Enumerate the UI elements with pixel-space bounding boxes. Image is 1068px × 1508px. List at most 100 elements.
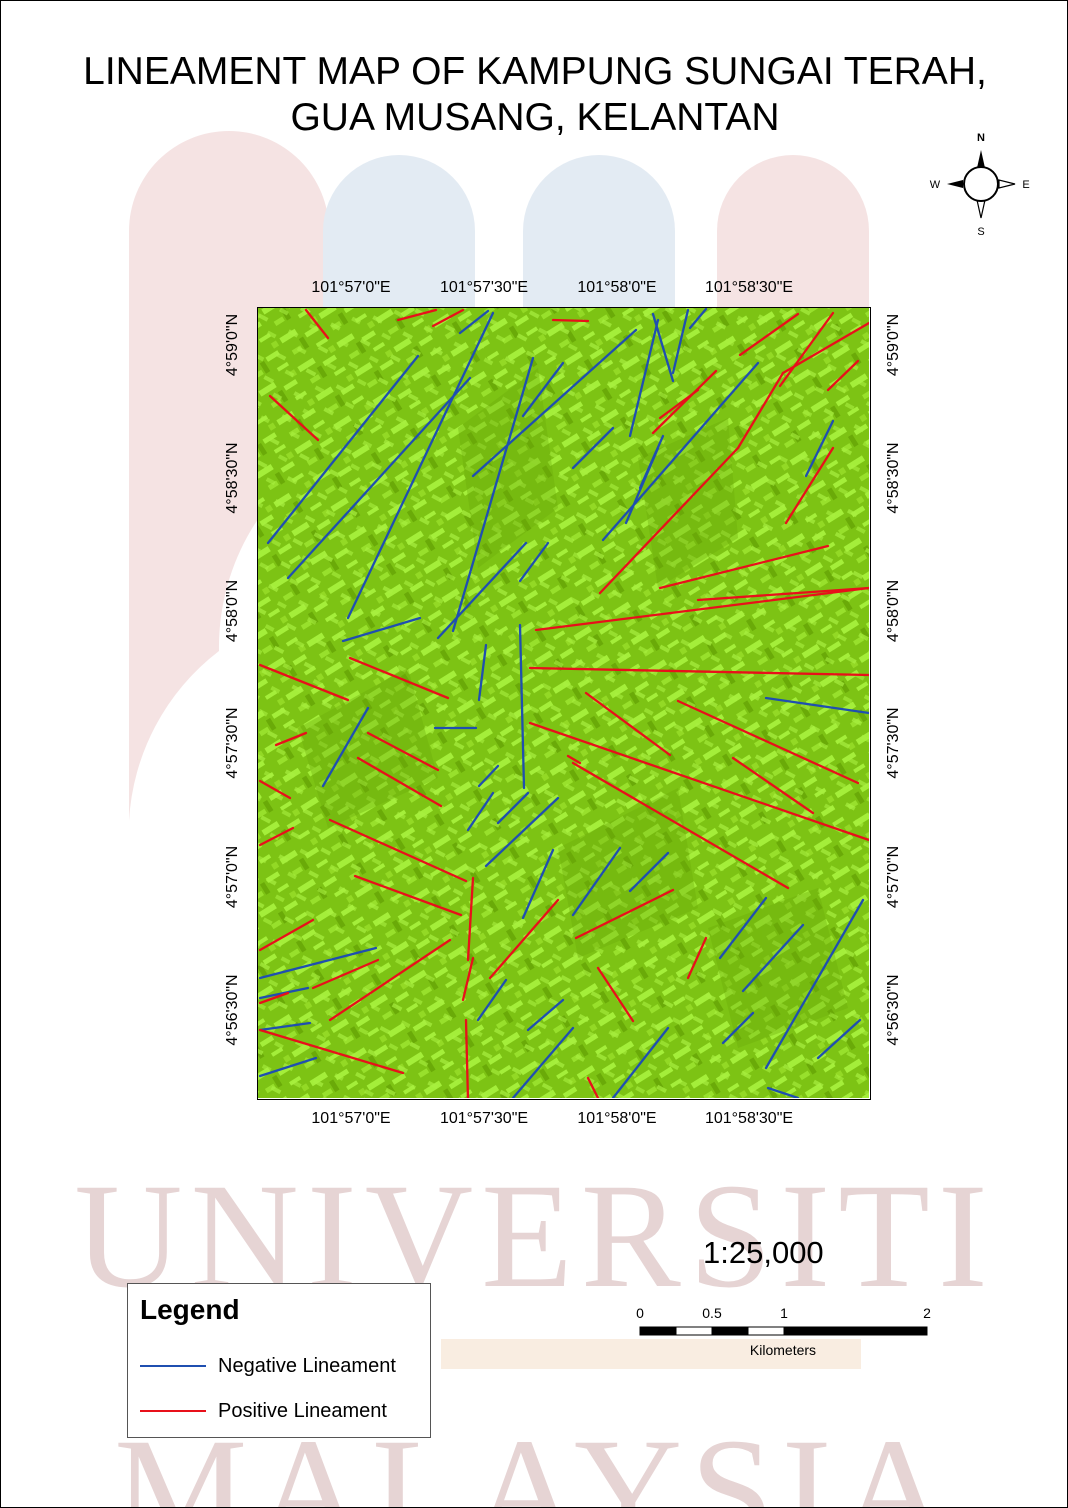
positive-lineament-43: [686, 936, 708, 980]
lon-label-bottom-4: 101°58'30"E: [704, 1110, 794, 1127]
negative-lineament-1: [266, 354, 420, 545]
negative-lineament-8: [571, 426, 615, 470]
map-frame[interactable]: [257, 307, 871, 1100]
negative-lineament-32: [741, 923, 805, 993]
lat-label-left-3: 4°58'0"N: [224, 579, 241, 643]
negative-lineament-29: [571, 846, 622, 917]
negative-lineament-18: [436, 541, 528, 640]
positive-lineament-31: [328, 818, 468, 883]
positive-lineament-22: [676, 699, 860, 785]
positive-lineament-5: [551, 318, 590, 323]
positive-lineament-24: [571, 761, 790, 890]
negative-lineament-10: [651, 312, 675, 383]
scale-label-2: 2: [923, 1305, 931, 1321]
lat-label-right-1: 4°59'0"N: [885, 313, 902, 377]
legend: Legend Negative Lineament Positive Linea…: [127, 1283, 431, 1438]
positive-lineament-32: [353, 874, 463, 917]
positive-lineament-41: [574, 888, 675, 940]
positive-lineament-20: [348, 656, 450, 700]
negative-lineament-21: [518, 623, 526, 790]
positive-lineament-45: [464, 1018, 470, 1098]
negative-lineament-30: [628, 851, 670, 893]
negative-lineament-17: [341, 616, 422, 643]
lat-label-right-6: 4°56'30"N: [885, 974, 902, 1046]
positive-lineament-28: [356, 756, 443, 808]
negative-lineament-9: [628, 318, 660, 438]
scale-ratio: 1:25,000: [703, 1235, 824, 1270]
positive-lineament-2: [268, 394, 320, 442]
negative-lineament-34: [816, 1018, 862, 1060]
positive-lineament-16: [696, 586, 869, 602]
compass-east-label: E: [1022, 179, 1029, 191]
negative-lineament-7: [471, 328, 638, 478]
lat-label-left-6: 4°56'30"N: [224, 974, 241, 1046]
positive-lineament-17: [534, 586, 869, 632]
scale-label-0: 0: [636, 1305, 644, 1321]
positive-lineament-11: [598, 446, 740, 595]
positive-lineament-4: [431, 308, 465, 328]
positive-lineament-33: [258, 826, 295, 847]
negative-lineaments: [258, 308, 869, 1098]
positive-lineament-1: [304, 308, 330, 340]
positive-lineament-8: [826, 359, 860, 392]
positive-lineament-6: [738, 312, 800, 357]
negative-lineament-15: [624, 446, 660, 525]
legend-label-positive: Positive Lineament: [218, 1399, 387, 1422]
positive-lineament-9: [651, 369, 718, 435]
positive-lineament-15: [658, 544, 830, 590]
positive-lineament-46: [586, 1076, 600, 1098]
negative-lineament-11: [671, 308, 690, 375]
negative-lineament-38: [611, 1026, 670, 1098]
positive-lineament-36: [311, 958, 380, 990]
positive-lineament-34: [258, 918, 315, 952]
negative-lineament-44: [764, 696, 869, 715]
lat-label-left-1: 4°59'0"N: [224, 313, 241, 377]
lat-label-left-4: 4°57'30"N: [224, 707, 241, 779]
legend-label-negative: Negative Lineament: [218, 1354, 396, 1377]
legend-swatch-negative: [140, 1365, 206, 1367]
negative-lineament-4: [451, 356, 535, 633]
lon-label-top-2: 101°57'30"E: [439, 279, 529, 296]
lat-label-right-5: 4°57'0"N: [885, 845, 902, 909]
negative-lineament-12: [688, 308, 708, 330]
positive-lineament-39: [461, 956, 475, 1002]
negative-lineament-41: [258, 986, 310, 1000]
negative-lineament-33: [764, 898, 865, 1070]
positive-lineament-27: [366, 731, 440, 772]
lon-label-bottom-1: 101°57'0"E: [311, 1110, 391, 1127]
negative-lineament-24: [477, 764, 500, 788]
compass-north-label: N: [977, 132, 985, 144]
scale-label-0-5: 0.5: [702, 1305, 722, 1321]
negative-lineament-20: [477, 643, 488, 702]
negative-lineament-13: [601, 361, 760, 542]
scale-unit-label: Kilometers: [750, 1342, 816, 1358]
positive-lineament-14: [784, 446, 835, 525]
negative-lineament-36: [476, 978, 508, 1022]
positive-lineament-38: [466, 876, 475, 962]
positive-lineament-7: [778, 311, 835, 388]
map-title-line-1: LINEAMENT MAP OF KAMPUNG SUNGAI TERAH,: [83, 50, 987, 93]
positive-lineament-12: [736, 371, 785, 450]
positive-lineament-42: [596, 966, 635, 1023]
lon-label-bottom-2: 101°57'30"E: [439, 1110, 529, 1127]
lineament-map[interactable]: [258, 308, 869, 1098]
lon-label-top-3: 101°58'0"E: [577, 279, 657, 296]
positive-lineament-44: [258, 1028, 405, 1075]
map-title: LINEAMENT MAP OF KAMPUNG SUNGAI TERAH, G…: [1, 49, 1067, 141]
negative-lineament-23: [321, 706, 370, 788]
negative-lineament-26: [496, 791, 530, 825]
positive-lineament-10: [658, 388, 700, 420]
positive-lineament-35: [258, 991, 290, 1005]
lat-label-right-3: 4°58'0"N: [885, 579, 902, 643]
legend-item-negative: Negative Lineament: [140, 1354, 396, 1378]
positive-lineament-13: [781, 321, 869, 375]
positive-lineament-21: [584, 691, 672, 757]
lat-label-left-2: 4°58'30"N: [224, 442, 241, 514]
lon-label-top-1: 101°57'0"E: [311, 279, 391, 296]
positive-lineament-25: [731, 756, 815, 815]
negative-lineament-28: [521, 848, 555, 920]
negative-lineament-43: [258, 1056, 318, 1078]
negative-lineament-16: [804, 419, 835, 478]
positive-lineament-19: [258, 663, 350, 702]
